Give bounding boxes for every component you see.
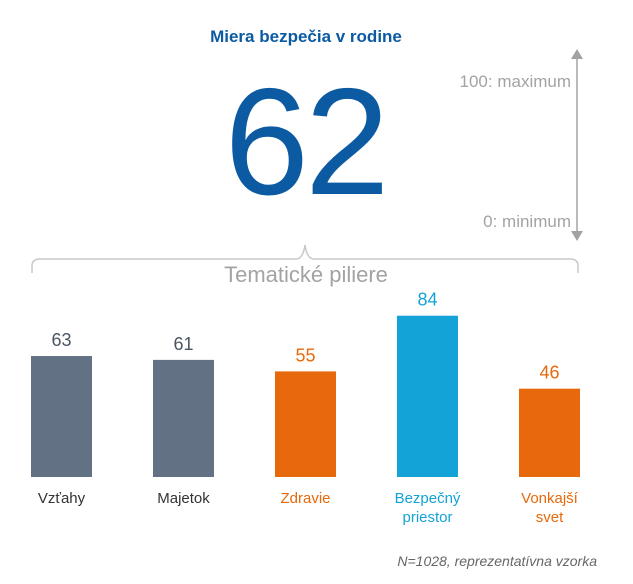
scale-max-label: 100: maximum [459, 72, 571, 91]
bar-3 [275, 371, 336, 477]
chart-title: Miera bezpečia v rodine [210, 27, 402, 46]
pillars-label: Tematické piliere [224, 262, 388, 287]
category-label-3: Zdravie [280, 490, 330, 507]
scale-arrow [571, 49, 583, 241]
bar-1 [31, 356, 92, 477]
value-label-5: 46 [539, 363, 559, 383]
pillars-brace [31, 244, 579, 273]
category-label-4: Bezpečný priestor [395, 490, 461, 526]
value-label-1: 63 [51, 330, 71, 350]
category-label-1: Vzťahy [38, 490, 86, 507]
bar-5 [519, 388, 580, 477]
value-label-4: 84 [417, 290, 437, 310]
category-label-2: Majetok [157, 490, 210, 507]
category-label-5: Vonkajší svet [521, 490, 579, 526]
footnote: N=1028, reprezentatívna vzorka [397, 553, 597, 569]
scale-min-label: 0: minimum [483, 212, 571, 231]
overall-score: 62 [224, 57, 389, 227]
value-label-2: 61 [173, 334, 193, 354]
bar-2 [153, 359, 214, 477]
value-label-3: 55 [295, 345, 315, 365]
bar-4 [397, 315, 458, 477]
